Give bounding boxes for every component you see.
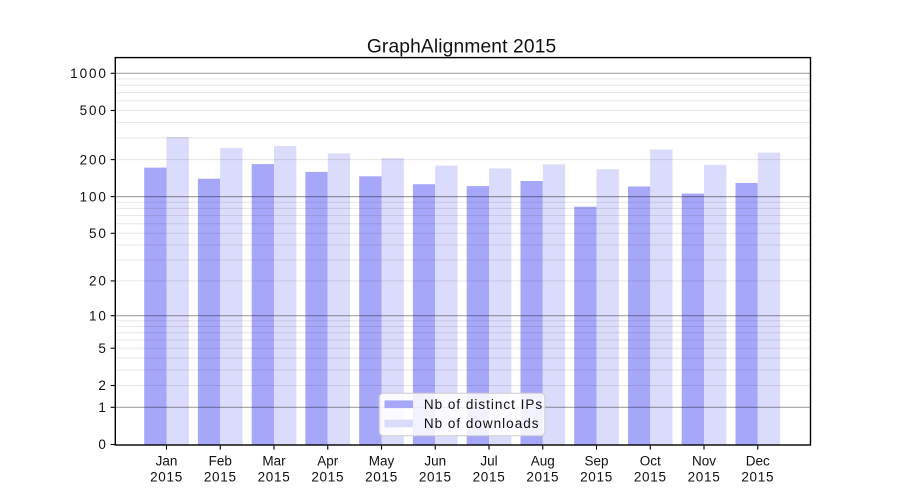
svg-text:1000: 1000: [70, 66, 108, 81]
svg-text:2015: 2015: [473, 470, 506, 485]
svg-text:2015: 2015: [419, 470, 452, 485]
svg-text:2015: 2015: [688, 470, 721, 485]
svg-text:1: 1: [98, 400, 107, 415]
svg-text:2015: 2015: [580, 470, 613, 485]
svg-text:2015: 2015: [204, 470, 237, 485]
svg-text:2015: 2015: [365, 470, 398, 485]
svg-text:5: 5: [98, 341, 107, 356]
svg-text:Oct: Oct: [640, 454, 661, 469]
svg-text:2015: 2015: [258, 470, 291, 485]
svg-text:Jul: Jul: [480, 454, 497, 469]
svg-text:Apr: Apr: [317, 454, 339, 469]
svg-text:20: 20: [89, 274, 108, 289]
svg-text:Feb: Feb: [209, 454, 232, 469]
svg-text:200: 200: [80, 152, 108, 167]
svg-text:10: 10: [89, 308, 108, 323]
svg-text:2015: 2015: [150, 470, 183, 485]
svg-text:2015: 2015: [741, 470, 774, 485]
svg-text:GraphAlignment 2015: GraphAlignment 2015: [367, 36, 557, 57]
svg-text:May: May: [369, 454, 395, 469]
svg-text:Sep: Sep: [584, 454, 608, 469]
svg-text:100: 100: [80, 189, 108, 204]
svg-text:50: 50: [89, 226, 108, 241]
svg-text:2015: 2015: [526, 470, 559, 485]
svg-text:2: 2: [98, 378, 107, 393]
svg-text:Nb of distinct IPs: Nb of distinct IPs: [424, 397, 543, 412]
svg-text:Dec: Dec: [746, 454, 770, 469]
svg-text:0: 0: [98, 437, 107, 452]
svg-text:500: 500: [80, 103, 108, 118]
svg-text:2015: 2015: [311, 470, 344, 485]
svg-text:2015: 2015: [634, 470, 667, 485]
svg-text:Nb of downloads: Nb of downloads: [424, 416, 540, 431]
svg-text:Aug: Aug: [531, 454, 555, 469]
svg-text:Jan: Jan: [156, 454, 178, 469]
svg-text:Jun: Jun: [424, 454, 446, 469]
svg-text:Mar: Mar: [262, 454, 286, 469]
svg-text:Nov: Nov: [692, 454, 716, 469]
